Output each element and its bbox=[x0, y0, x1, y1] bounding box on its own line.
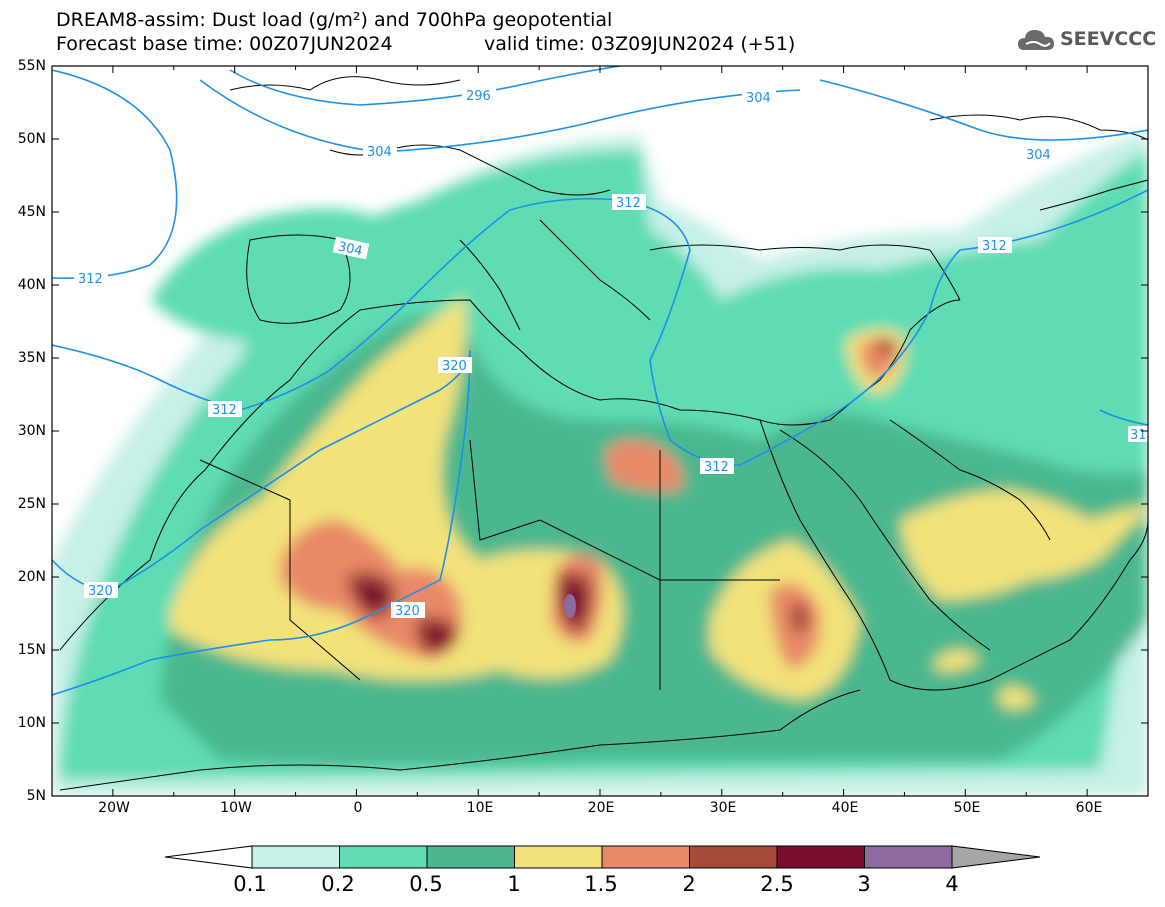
contour-label: 31 bbox=[1128, 426, 1148, 443]
colorbar-segment bbox=[426, 845, 515, 869]
lon-label: 20E bbox=[587, 800, 615, 816]
lon-label: 30E bbox=[709, 800, 737, 816]
map-title: DREAM8-assim: Dust load (g/m²) and 700hP… bbox=[56, 9, 613, 31]
colorbar-segment bbox=[601, 845, 690, 869]
svg-text:312: 312 bbox=[78, 272, 103, 287]
logo-text: SEEVCCC bbox=[1060, 28, 1157, 50]
colorbar-extend-low bbox=[164, 845, 253, 869]
contour-label: 296 bbox=[462, 87, 496, 104]
lon-label: 50E bbox=[953, 800, 981, 816]
svg-text:296: 296 bbox=[466, 89, 491, 104]
axis-ticks bbox=[51, 65, 1149, 797]
lon-label: 40E bbox=[831, 800, 859, 816]
contour-label: 304 bbox=[332, 236, 370, 260]
colorbar-label: 4 bbox=[945, 872, 959, 896]
colorbar-segment bbox=[339, 845, 428, 869]
contour-label: 312 bbox=[612, 194, 646, 211]
colorbar-label: 0.5 bbox=[409, 872, 443, 896]
svg-text:31: 31 bbox=[1130, 428, 1147, 443]
colorbar-extend-high bbox=[951, 845, 1041, 869]
colorbar-label: 1 bbox=[507, 872, 521, 896]
contour-label: 312 bbox=[700, 458, 734, 475]
lon-label: 10W bbox=[220, 800, 252, 816]
svg-text:312: 312 bbox=[616, 196, 641, 211]
forecast-base-time: Forecast base time: 00Z07JUN2024 bbox=[56, 33, 393, 55]
colorbar-segment bbox=[776, 845, 865, 869]
contour-label: 320 bbox=[438, 357, 472, 374]
colorbar-label: 1.5 bbox=[584, 872, 618, 896]
contour-label: 304 bbox=[1022, 146, 1056, 163]
contour-label: 320 bbox=[84, 582, 118, 599]
contour-label: 312 bbox=[208, 401, 242, 418]
lat-label: 5N bbox=[26, 788, 46, 804]
lat-label: 50N bbox=[17, 131, 46, 147]
lat-label: 55N bbox=[17, 58, 46, 74]
lat-label: 20N bbox=[17, 569, 46, 585]
svg-text:320: 320 bbox=[442, 359, 467, 374]
lat-label: 30N bbox=[17, 423, 46, 439]
lat-label: 15N bbox=[17, 642, 46, 658]
contour-labels: 296 304 304 304 304 312 312 312 312 312 … bbox=[74, 87, 1148, 619]
svg-text:320: 320 bbox=[88, 584, 113, 599]
colorbar-label: 0.2 bbox=[321, 872, 355, 896]
valid-time: valid time: 03Z09JUN2024 (+51) bbox=[484, 33, 796, 55]
coastlines bbox=[59, 76, 1148, 791]
colorbar-label: 3 bbox=[857, 872, 871, 896]
svg-text:320: 320 bbox=[395, 604, 420, 619]
contour-label: 304 bbox=[742, 89, 776, 106]
colorbar-label: 0.1 bbox=[233, 872, 267, 896]
contour-label: 312 bbox=[978, 237, 1012, 254]
colorbar-segment bbox=[251, 845, 340, 869]
svg-text:304: 304 bbox=[746, 91, 771, 106]
lat-label: 40N bbox=[17, 277, 46, 293]
colorbar-segment bbox=[514, 845, 603, 869]
lon-label: 20W bbox=[98, 800, 130, 816]
lat-label: 10N bbox=[17, 715, 46, 731]
lat-label: 25N bbox=[17, 496, 46, 512]
contour-label: 312 bbox=[74, 270, 108, 287]
colorbar bbox=[164, 845, 1041, 869]
geopotential-contours bbox=[52, 66, 1148, 696]
colorbar-segment bbox=[689, 845, 778, 869]
lon-label: 10E bbox=[466, 800, 494, 816]
svg-text:304: 304 bbox=[367, 145, 392, 160]
lat-label: 35N bbox=[17, 350, 46, 366]
svg-text:304: 304 bbox=[336, 239, 363, 259]
lon-label: 0 bbox=[353, 800, 363, 816]
cloud-logo-icon bbox=[1018, 30, 1054, 50]
svg-text:312: 312 bbox=[212, 403, 237, 418]
lat-label: 45N bbox=[17, 204, 46, 220]
lon-label: 60E bbox=[1075, 800, 1103, 816]
contour-label: 304 bbox=[363, 143, 397, 160]
colorbar-label: 2.5 bbox=[760, 872, 794, 896]
svg-text:312: 312 bbox=[982, 239, 1007, 254]
colorbar-label: 2 bbox=[682, 872, 696, 896]
svg-text:304: 304 bbox=[1026, 148, 1051, 163]
colorbar-segment bbox=[864, 845, 953, 869]
contour-label: 320 bbox=[391, 602, 425, 619]
svg-text:312: 312 bbox=[704, 460, 729, 475]
